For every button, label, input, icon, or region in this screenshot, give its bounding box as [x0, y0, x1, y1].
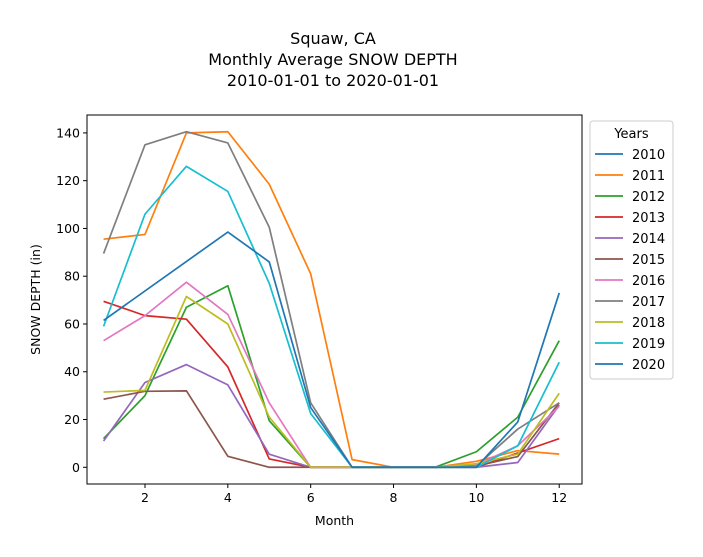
legend-label-2012: 2012: [632, 190, 665, 205]
series-line-2013: [103, 300, 560, 469]
legend-title: Years: [613, 127, 649, 142]
series-line-2015: [103, 390, 560, 469]
legend-label-2019: 2019: [632, 337, 665, 352]
y-tick-label: 80: [64, 269, 80, 284]
legend-label-2010: 2010: [632, 148, 665, 163]
legend-label-2014: 2014: [632, 232, 665, 247]
x-axis-ticks: 2 4 6 8 10 12: [141, 484, 567, 505]
series-line-2019: [102, 165, 560, 469]
x-tick-label: 2: [141, 490, 149, 505]
legend-label-2011: 2011: [632, 169, 665, 184]
y-tick-label: 140: [56, 125, 80, 140]
legend-label-2013: 2013: [632, 211, 665, 226]
plot-lines: [102, 130, 561, 469]
chart-title-line: 2010-01-01 to 2020-01-01: [227, 71, 439, 90]
x-axis-label: Month: [315, 513, 354, 528]
x-tick-label: 12: [551, 490, 567, 505]
legend-label-2016: 2016: [632, 274, 665, 289]
legend-box: [589, 120, 674, 380]
series-line-2020: [103, 231, 561, 469]
y-tick-label: 60: [64, 316, 80, 331]
y-tick-label: 0: [72, 460, 80, 475]
x-tick-label: 6: [307, 490, 315, 505]
y-tick-label: 120: [56, 173, 80, 188]
legend: Years 2010 2011 2012 2013 2014 2015 2016 2017 201…: [589, 120, 674, 380]
chart-title-line: Monthly Average SNOW DEPTH: [208, 50, 457, 69]
y-axis-label: SNOW DEPTH (in): [28, 244, 43, 355]
legend-label-2017: 2017: [632, 295, 665, 310]
x-tick-label: 8: [390, 490, 398, 505]
chart-title-line: Squaw, CA: [290, 29, 376, 48]
y-tick-label: 40: [64, 364, 80, 379]
chart-title: Squaw, CA Monthly Average SNOW DEPTH 2010-…: [208, 29, 457, 90]
y-tick-label: 100: [56, 221, 80, 236]
x-tick-label: 10: [468, 490, 484, 505]
legend-label-2015: 2015: [632, 253, 665, 268]
y-axis-ticks: 0 20 40 60 80 100 120 140: [56, 125, 87, 475]
axes-frame: [86, 114, 583, 485]
x-tick-label: 4: [224, 490, 232, 505]
legend-label-2018: 2018: [632, 316, 665, 331]
series-line-2018: [103, 295, 560, 469]
y-tick-label: 20: [64, 412, 80, 427]
legend-label-2020: 2020: [632, 358, 665, 373]
